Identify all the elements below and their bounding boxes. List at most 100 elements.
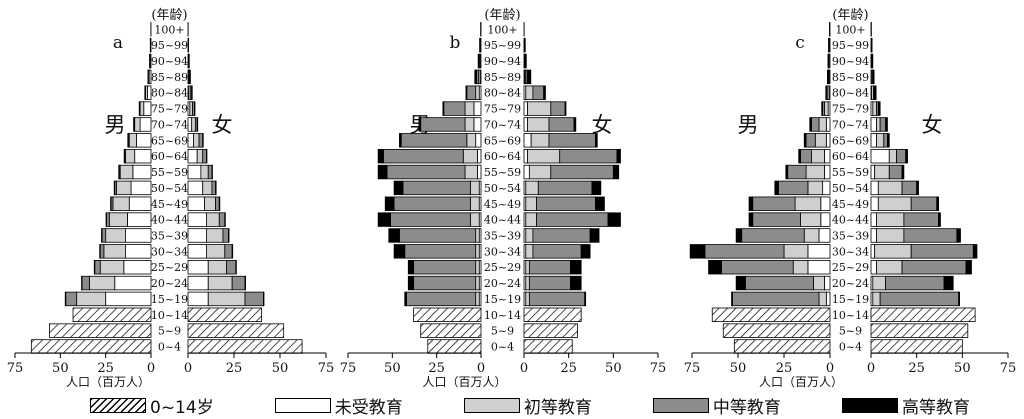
female-bar-tertiary	[211, 164, 213, 180]
age-label: 35~39	[484, 229, 521, 242]
male-bar-primary	[829, 22, 831, 37]
male-bar-tertiary	[133, 117, 135, 132]
black-swatch-icon	[841, 397, 898, 413]
age-label: 95~99	[151, 39, 188, 52]
age-label: 40~44	[832, 214, 869, 227]
male-bar-child	[49, 323, 152, 338]
female-bar-tertiary	[570, 275, 582, 291]
hatch-swatch-icon	[90, 397, 146, 413]
age-label: 55~59	[832, 166, 869, 179]
female-bar-primary	[877, 180, 903, 196]
female-bar-none	[870, 244, 876, 259]
female-bar-none	[523, 117, 528, 132]
male-bar-secondary	[800, 148, 812, 164]
age-label: 40~44	[484, 214, 521, 227]
male-bar-secondary	[399, 228, 477, 243]
age-label: 60~64	[484, 150, 521, 163]
age-label: 85~89	[151, 71, 188, 84]
x-axis-title: 人口（百万人）	[759, 375, 843, 389]
female-bar-tertiary	[194, 101, 196, 116]
age-label: 100+	[835, 23, 865, 36]
male-bar-tertiary	[384, 196, 395, 211]
female-bar-none	[870, 212, 877, 227]
male-bar-primary	[475, 275, 480, 291]
male-label: 男	[738, 113, 759, 137]
age-label: 25~29	[151, 261, 188, 274]
age-axis-title: (年龄)	[151, 8, 187, 23]
male-bar-tertiary	[101, 228, 103, 243]
female-bar-primary	[527, 117, 550, 132]
male-bar-tertiary	[735, 275, 746, 291]
female-bar-secondary	[548, 117, 575, 132]
female-bar-primary	[525, 244, 534, 259]
female-label: 女	[922, 113, 943, 137]
female-bar-primary	[876, 228, 905, 243]
male-bar-tertiary	[123, 148, 126, 164]
female-bar-none	[187, 117, 193, 132]
male-bar-primary	[105, 228, 127, 243]
female-bar-tertiary	[218, 196, 221, 211]
male-bar-tertiary	[118, 164, 120, 180]
male-bar-child	[30, 339, 152, 354]
female-bar-tertiary	[573, 117, 577, 132]
female-bar-tertiary	[877, 101, 881, 116]
male-bar-tertiary	[81, 275, 83, 291]
male-bar-tertiary	[803, 133, 807, 148]
male-bar-none	[132, 164, 152, 180]
male-bar-primary	[112, 196, 130, 211]
female-bar-primary	[196, 148, 204, 164]
female-bar-none	[187, 291, 209, 307]
male-bar-tertiary	[393, 244, 406, 259]
male-bar-primary	[475, 228, 480, 243]
female-bar-secondary	[528, 291, 586, 307]
female-bar-primary	[527, 101, 552, 116]
female-bar-primary	[207, 259, 228, 275]
female-bar-primary	[204, 196, 216, 211]
x-tick-label: 50	[730, 361, 747, 376]
male-bar-none	[825, 291, 831, 307]
female-bar-primary	[888, 148, 897, 164]
female-bar-tertiary	[263, 291, 265, 307]
female-bar-child	[523, 307, 582, 322]
female-bar-primary	[205, 212, 220, 227]
male-bar-secondary	[466, 85, 477, 100]
female-bar-tertiary	[244, 275, 246, 291]
female-bar-tertiary	[591, 180, 602, 196]
female-bar-none	[187, 275, 209, 291]
female-bar-primary	[876, 259, 903, 275]
female-bar-tertiary	[972, 244, 978, 259]
white-swatch-icon	[274, 397, 331, 413]
male-bar-secondary	[752, 196, 796, 211]
female-bar-secondary	[231, 275, 246, 291]
male-bar-none	[825, 133, 831, 148]
male-bar-secondary	[65, 291, 78, 307]
male-bar-primary	[475, 291, 480, 307]
female-bar-secondary	[901, 180, 918, 196]
x-axis-title: 人口（百万人）	[66, 375, 150, 389]
x-tick-label: 75	[340, 361, 357, 376]
age-label: 55~59	[151, 166, 188, 179]
age-label: 25~29	[832, 261, 869, 274]
male-bar-tertiary	[708, 259, 722, 275]
x-axis-title: 人口（百万人）	[422, 375, 506, 389]
x-tick-label: 25	[226, 361, 243, 376]
female-bar-secondary	[536, 212, 609, 227]
male-bar-tertiary	[821, 101, 824, 116]
female-bar-primary	[525, 275, 530, 291]
age-label: 50~54	[484, 182, 521, 195]
male-bar-tertiary	[99, 244, 101, 259]
female-bar-none	[187, 164, 202, 180]
female-bar-none	[870, 228, 877, 243]
age-label: 5~9	[491, 325, 514, 338]
x-tick-label: 0	[520, 361, 528, 376]
legend-item-tertiary: 高等教育	[841, 393, 970, 418]
male-bar-none	[807, 259, 831, 275]
male-bar-tertiary	[138, 101, 141, 116]
female-bar-primary	[525, 228, 534, 243]
male-bar-none	[130, 180, 152, 196]
legend-item-secondary: 中等教育	[652, 393, 781, 418]
male-bar-tertiary	[731, 291, 733, 307]
legend: 0~14岁 未受教育 初等教育 中等教育 高等教育	[90, 392, 970, 418]
male-bar-primary	[464, 164, 478, 180]
male-bar-primary	[469, 180, 480, 196]
